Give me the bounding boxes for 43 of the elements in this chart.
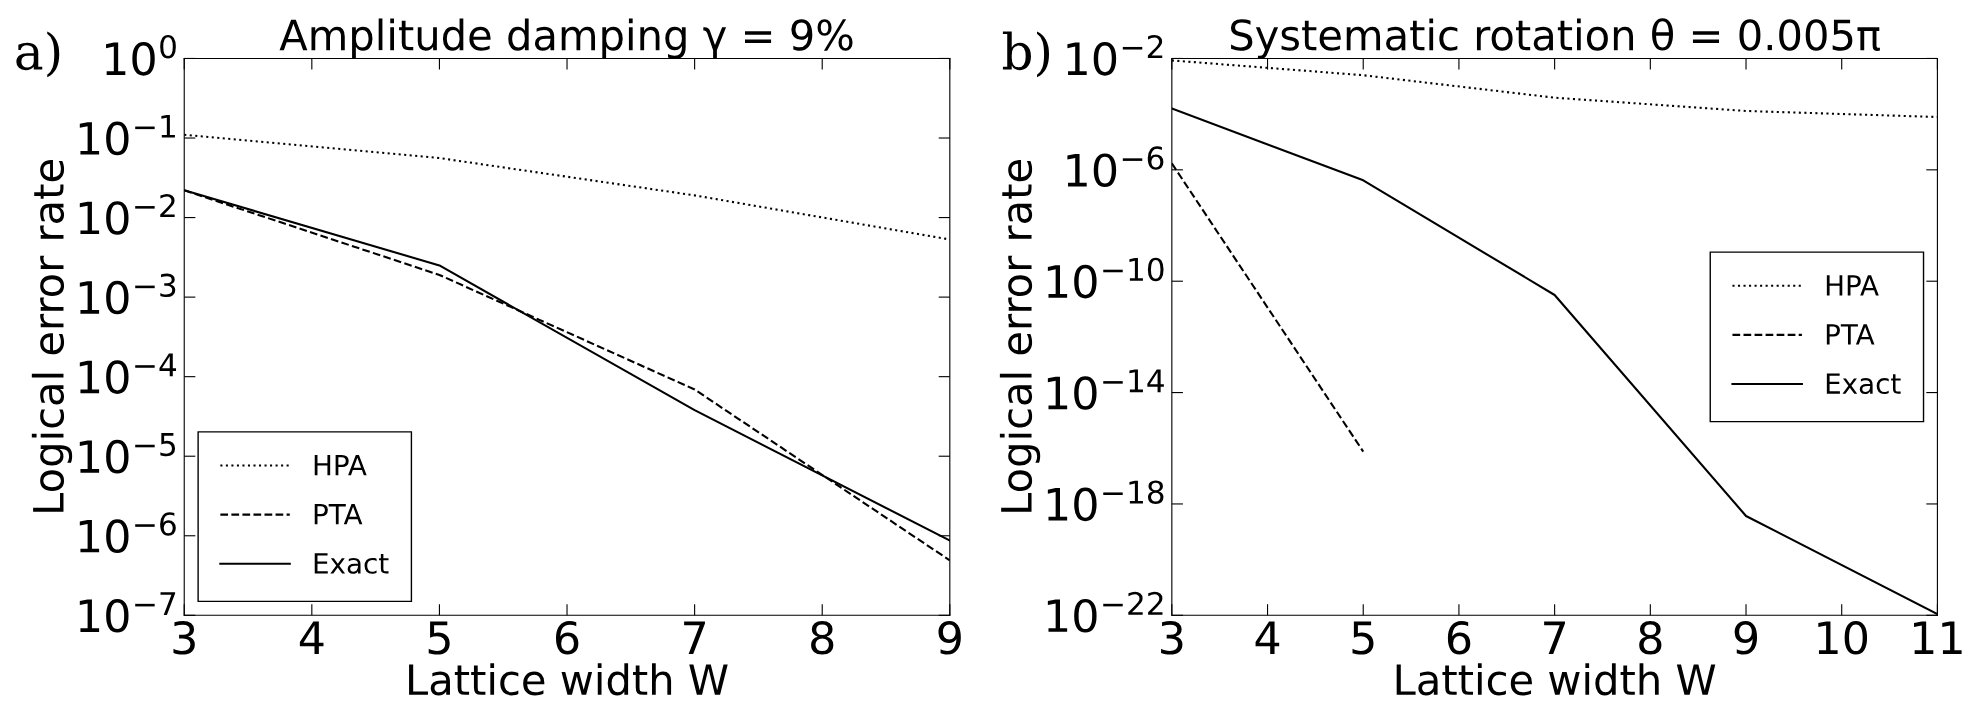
y-tick-label: 10$^{−22}$ bbox=[1047, 591, 1163, 633]
legend-label: HPA bbox=[1826, 275, 1879, 296]
y-axis-title: Logical error rate bbox=[999, 160, 1041, 512]
x-tick-label: 6 bbox=[1447, 620, 1471, 655]
y-tick-label: 10$^{0}$ bbox=[106, 34, 176, 76]
x-tick-label: 3 bbox=[1161, 620, 1183, 655]
x-tick-label: 10 bbox=[1818, 620, 1868, 655]
x-tick-label: 3 bbox=[173, 620, 195, 655]
text: a) bbox=[16, 31, 60, 78]
x-tick-label: 4 bbox=[299, 621, 324, 654]
legend-label: HPA bbox=[314, 454, 367, 476]
legend-label: Exact bbox=[1826, 373, 1901, 395]
x-tick-label: 11 bbox=[1914, 621, 1962, 654]
chart-title: Systematic rotation θ = 0.005π bbox=[1230, 18, 1880, 59]
x-tick-label: 8 bbox=[811, 620, 834, 655]
x-tick-label: 4 bbox=[1255, 621, 1280, 654]
y-tick-label: 10$^{−10}$ bbox=[1047, 257, 1164, 299]
chart-title: Amplitude damping γ = 9% bbox=[279, 18, 853, 59]
x-tick-label: 7 bbox=[1544, 621, 1565, 654]
y-tick-label: 10$^{−5}$ bbox=[79, 433, 176, 474]
y-tick-label: 10$^{−2}$ bbox=[1067, 34, 1163, 76]
y-tick-label: 10$^{−1}$ bbox=[79, 114, 175, 156]
y-tick-label: 10$^{−6}$ bbox=[79, 512, 176, 553]
y-tick-label: 10$^{−2}$ bbox=[79, 194, 175, 235]
y-axis-title: Logical error rate bbox=[31, 160, 73, 512]
y-tick-label: 10$^{−4}$ bbox=[79, 353, 177, 394]
x-tick-label: 6 bbox=[555, 620, 579, 655]
x-tick-label: 7 bbox=[684, 621, 705, 654]
x-tick-label: 8 bbox=[1639, 620, 1662, 655]
y-tick-label: 10$^{−3}$ bbox=[79, 273, 176, 315]
x-tick-label: 9 bbox=[938, 620, 961, 655]
legend-label: Exact bbox=[314, 553, 389, 574]
x-axis-title: Lattice width W bbox=[409, 663, 728, 696]
x-axis-title: Lattice width W bbox=[1396, 663, 1716, 696]
legend-label: PTA bbox=[1826, 324, 1875, 345]
x-tick-label: 5 bbox=[1352, 621, 1374, 655]
legend-label: PTA bbox=[314, 504, 363, 525]
y-tick-label: 10$^{−6}$ bbox=[1067, 146, 1164, 188]
y-tick-label: 10$^{−18}$ bbox=[1047, 480, 1164, 522]
x-tick-label: 9 bbox=[1734, 620, 1758, 655]
y-tick-label: 10$^{−14}$ bbox=[1047, 369, 1164, 410]
text: b) bbox=[1002, 31, 1050, 78]
x-tick-label: 5 bbox=[428, 621, 450, 655]
